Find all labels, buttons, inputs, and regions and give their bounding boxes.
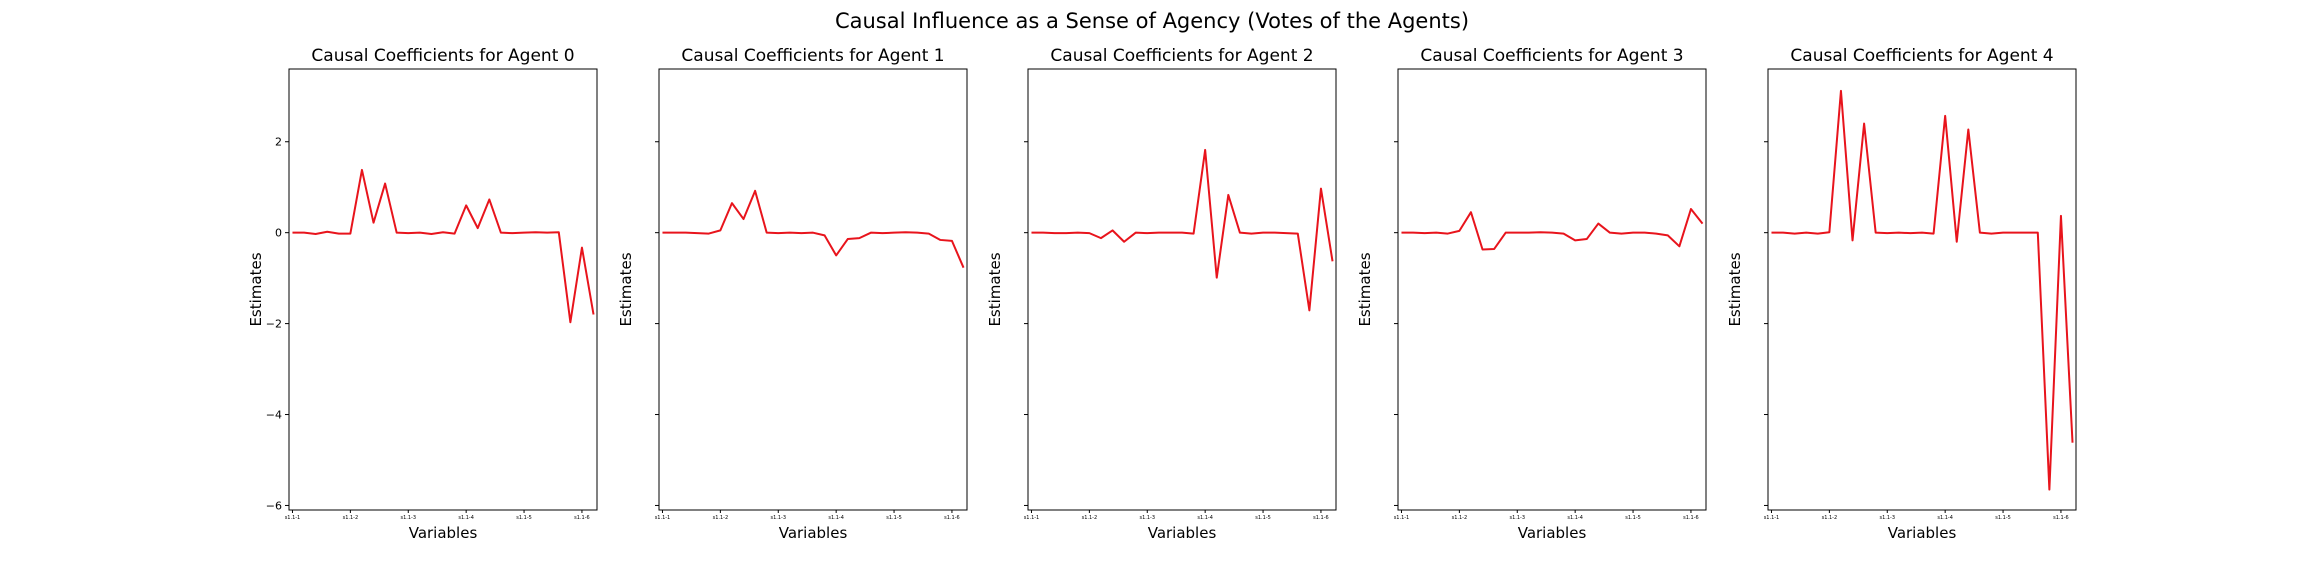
xtick-label: s1.1-5 bbox=[1625, 515, 1641, 521]
chart-panel-1: Causal Coefficients for Agent 1 s1.1-1 s1.… bbox=[617, 46, 968, 542]
xtick-label: s1.1-5 bbox=[1255, 515, 1271, 521]
x-axis-label: Variables bbox=[1888, 524, 1957, 542]
y-axis-label: Estimates bbox=[617, 252, 635, 326]
panel-title: Causal Coefficients for Agent 3 bbox=[1420, 46, 1683, 66]
axes-frame bbox=[658, 68, 968, 511]
xtick-label: s1.1-2 bbox=[713, 515, 729, 521]
series-line-0 bbox=[1771, 89, 2074, 491]
panel-title: Causal Coefficients for Agent 2 bbox=[1050, 46, 1313, 66]
x-axis-label: Variables bbox=[1148, 524, 1217, 542]
xtick-label: s1.1-6 bbox=[944, 515, 960, 521]
xtick-label: s1.1-5 bbox=[886, 515, 902, 521]
xtick-label: s1.1-2 bbox=[343, 515, 359, 521]
xtick-label: s1.1-2 bbox=[1822, 515, 1838, 521]
xtick-label: s1.1-4 bbox=[458, 515, 474, 521]
x-axis-label: Variables bbox=[409, 524, 478, 542]
xtick-label: s1.1-1 bbox=[1394, 515, 1410, 521]
xtick-label: s1.1-2 bbox=[1082, 515, 1098, 521]
panel-title: Causal Coefficients for Agent 0 bbox=[311, 46, 574, 66]
xtick-label: s1.1-1 bbox=[1024, 515, 1040, 521]
y-axis-label: Estimates bbox=[247, 252, 265, 326]
x-axis-label: Variables bbox=[1518, 524, 1587, 542]
xtick-label: s1.1-4 bbox=[1567, 515, 1583, 521]
ytick-label: −4 bbox=[266, 409, 282, 422]
chart-panel-3: Causal Coefficients for Agent 3 s1.1-1 s1.… bbox=[1356, 46, 1707, 542]
figure-title: Causal Influence as a Sense of Agency (V… bbox=[835, 9, 1469, 33]
xtick-label: s1.1-6 bbox=[1683, 515, 1699, 521]
series-line-0 bbox=[1401, 208, 1704, 251]
xtick-label: s1.1-1 bbox=[1764, 515, 1780, 521]
series-line-0 bbox=[662, 189, 965, 269]
xtick-label: s1.1-3 bbox=[400, 515, 416, 521]
y-axis-label: Estimates bbox=[986, 252, 1004, 326]
chart-panel-0: Causal Coefficients for Agent 020−2−4−6s… bbox=[247, 46, 598, 542]
axes-frame bbox=[1027, 68, 1337, 511]
axes-frame bbox=[1397, 68, 1707, 511]
xtick-label: s1.1-5 bbox=[1995, 515, 2011, 521]
series-line-0 bbox=[292, 168, 595, 324]
xtick-label: s1.1-6 bbox=[1313, 515, 1329, 521]
chart-panel-4: Causal Coefficients for Agent 4 s1.1-1 s1.… bbox=[1726, 46, 2077, 542]
y-axis-label: Estimates bbox=[1356, 252, 1374, 326]
panel-title: Causal Coefficients for Agent 1 bbox=[681, 46, 944, 66]
chart-panel-2: Causal Coefficients for Agent 2 s1.1-1 s1.… bbox=[986, 46, 1337, 542]
xtick-label: s1.1-1 bbox=[655, 515, 671, 521]
xtick-label: s1.1-3 bbox=[1879, 515, 1895, 521]
xtick-label: s1.1-3 bbox=[770, 515, 786, 521]
axes-frame bbox=[1767, 68, 2077, 511]
xtick-label: s1.1-4 bbox=[1197, 515, 1213, 521]
x-axis-label: Variables bbox=[779, 524, 848, 542]
xtick-label: s1.1-3 bbox=[1139, 515, 1155, 521]
xtick-label: s1.1-6 bbox=[2053, 515, 2069, 521]
series-line-0 bbox=[1031, 148, 1334, 312]
ytick-label: 2 bbox=[275, 136, 282, 149]
xtick-label: s1.1-2 bbox=[1452, 515, 1468, 521]
xtick-label: s1.1-3 bbox=[1509, 515, 1525, 521]
xtick-label: s1.1-5 bbox=[516, 515, 532, 521]
panels: Causal Coefficients for Agent 020−2−4−6s… bbox=[247, 46, 2077, 542]
xtick-label: s1.1-4 bbox=[1937, 515, 1953, 521]
xtick-label: s1.1-4 bbox=[828, 515, 844, 521]
xtick-label: s1.1-1 bbox=[285, 515, 301, 521]
ytick-label: −6 bbox=[266, 499, 282, 512]
axes-frame bbox=[288, 68, 598, 511]
panel-title: Causal Coefficients for Agent 4 bbox=[1790, 46, 2053, 66]
y-axis-label: Estimates bbox=[1726, 252, 1744, 326]
ytick-label: −2 bbox=[266, 318, 282, 331]
ytick-label: 0 bbox=[275, 227, 282, 240]
xtick-label: s1.1-6 bbox=[574, 515, 590, 521]
